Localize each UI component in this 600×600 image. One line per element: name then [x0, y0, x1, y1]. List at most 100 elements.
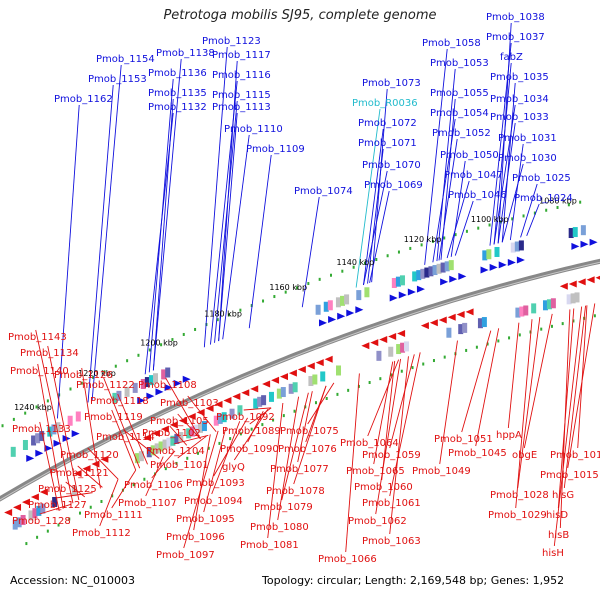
forward-gene-label: Pmob_1053	[430, 58, 489, 69]
reverse-gene-label: Pmob_1077	[270, 464, 329, 475]
reverse-leader-line	[247, 410, 264, 443]
reverse-gene-label: Pmob_1097	[156, 550, 215, 561]
forward-leader-line	[454, 200, 474, 256]
kbp-tick	[431, 239, 434, 243]
kbp-tick	[518, 333, 521, 337]
kbp-label: 1100 kbp	[471, 215, 509, 224]
reverse-gene-label: Pmob_1122	[76, 380, 135, 391]
kbp-tick	[314, 401, 317, 405]
forward-leader-line	[363, 170, 388, 286]
kbp-tick	[92, 375, 95, 379]
kbp-label: 1120 kbp	[404, 235, 442, 244]
forward-gene-label: Pmob_1123	[202, 36, 261, 47]
reverse-leader-line	[267, 402, 284, 539]
forward-gene-label: Pmob_1038	[486, 12, 545, 23]
reverse-leader-line	[345, 373, 360, 553]
reverse-gene-label: Pmob_1095	[176, 514, 235, 525]
reverse-leader-line	[103, 377, 141, 469]
reverse-gene-arrow	[205, 404, 214, 412]
forward-gene-label: Pmob_1034	[490, 94, 549, 105]
reverse-gene-arrow	[595, 275, 600, 280]
reverse-gene-label: Pmob_1062	[348, 516, 407, 527]
forward-gene-label: Pmob_1117	[212, 50, 271, 61]
forward-gene-label: Pmob_1052	[432, 128, 491, 139]
genome-backbone	[0, 258, 600, 502]
reverse-feature-block	[550, 298, 556, 309]
reverse-gene-label: Pmob_1066	[318, 554, 377, 565]
reverse-feature-block	[16, 517, 22, 528]
kbp-tick	[126, 359, 129, 363]
reverse-leader-line	[81, 367, 101, 489]
map-title: Petrotoga mobilis SJ95, complete genome	[163, 8, 437, 23]
forward-feature-block	[148, 375, 154, 386]
kbp-tick	[24, 411, 27, 415]
kbp-tick	[465, 348, 468, 352]
forward-feature-block	[10, 446, 16, 457]
forward-gene-label: Pmob_1054	[430, 108, 489, 119]
forward-gene-label: Pmob_1135	[148, 88, 207, 99]
reverse-leader-line	[307, 382, 335, 425]
reverse-leader-line	[381, 360, 396, 481]
reverse-leader-line	[111, 409, 137, 471]
reverse-feature-block	[280, 387, 286, 398]
reverse-gene-arrow	[465, 308, 474, 316]
reverse-leader-line	[389, 354, 415, 449]
reverse-gene-label: Pmob_1089	[222, 426, 281, 437]
forward-feature-block	[144, 377, 150, 388]
reverse-gene-arrow	[397, 329, 406, 337]
forward-leader-line	[489, 42, 512, 246]
forward-gene-arrow	[164, 384, 173, 392]
forward-feature-block	[112, 392, 118, 403]
kbp-tick	[35, 405, 38, 409]
forward-gene-arrow	[516, 256, 525, 264]
reverse-gene-label: Pmob_1104	[146, 446, 205, 457]
reverse-leader-line	[375, 358, 402, 515]
forward-gene-label: Pmob_1069	[364, 180, 423, 191]
forward-leader-line	[369, 190, 390, 283]
kbp-tick	[69, 387, 72, 391]
reverse-gene-arrow	[559, 282, 568, 290]
kbp-tick	[318, 277, 321, 281]
kbp-tick	[533, 211, 536, 215]
reverse-gene-label: Pmob_1114	[96, 432, 155, 443]
reverse-feature-block	[221, 412, 227, 423]
forward-leader-line	[87, 84, 114, 403]
reverse-gene-label: hisD	[546, 510, 568, 521]
forward-leader-line	[501, 82, 516, 243]
forward-leader-line	[526, 203, 540, 236]
kbp-tick	[486, 342, 489, 346]
kbp-tick	[545, 208, 548, 212]
reverse-gene-label: Pmob_1059	[362, 450, 421, 461]
forward-feature-block	[31, 435, 37, 446]
reverse-leader-line	[99, 479, 119, 527]
reverse-gene-label: Pmob_1121	[50, 468, 109, 479]
forward-feature-block	[580, 225, 586, 236]
forward-feature-block	[412, 271, 418, 282]
reverse-gene-label: Pmob_1078	[266, 486, 325, 497]
reverse-leader-line	[389, 352, 421, 497]
reverse-gene-arrow	[21, 498, 30, 506]
reverse-gene-arrow	[39, 488, 48, 496]
kbp-tick	[207, 446, 210, 450]
reverse-gene-arrow	[420, 322, 429, 330]
reverse-gene-arrow	[586, 276, 595, 284]
gene-label-layer: 1240 kbp 1220 kbp 1200 kbp 1180 kbp 1160 kbp…	[8, 12, 600, 565]
reverse-feature-block	[162, 439, 168, 450]
reverse-feature-block	[446, 327, 452, 338]
forward-feature-block	[416, 270, 422, 281]
reverse-leader-line	[243, 407, 272, 411]
reverse-gene-arrow	[315, 359, 324, 367]
forward-gene-arrow	[44, 444, 53, 452]
reverse-gene-arrow	[297, 366, 306, 374]
kbp-tick	[511, 217, 514, 221]
reverse-feature-block	[320, 371, 326, 382]
reverse-gene-arrow	[288, 369, 297, 377]
kbp-tick	[400, 369, 403, 373]
forward-leader-line	[446, 180, 470, 259]
kbp-tick	[454, 233, 457, 237]
kbp-tick	[194, 327, 197, 331]
reverse-feature-block	[201, 421, 207, 432]
reverse-gene-label: hisB	[548, 530, 569, 541]
reverse-feature-block	[388, 346, 394, 357]
kbp-tick	[89, 505, 92, 509]
